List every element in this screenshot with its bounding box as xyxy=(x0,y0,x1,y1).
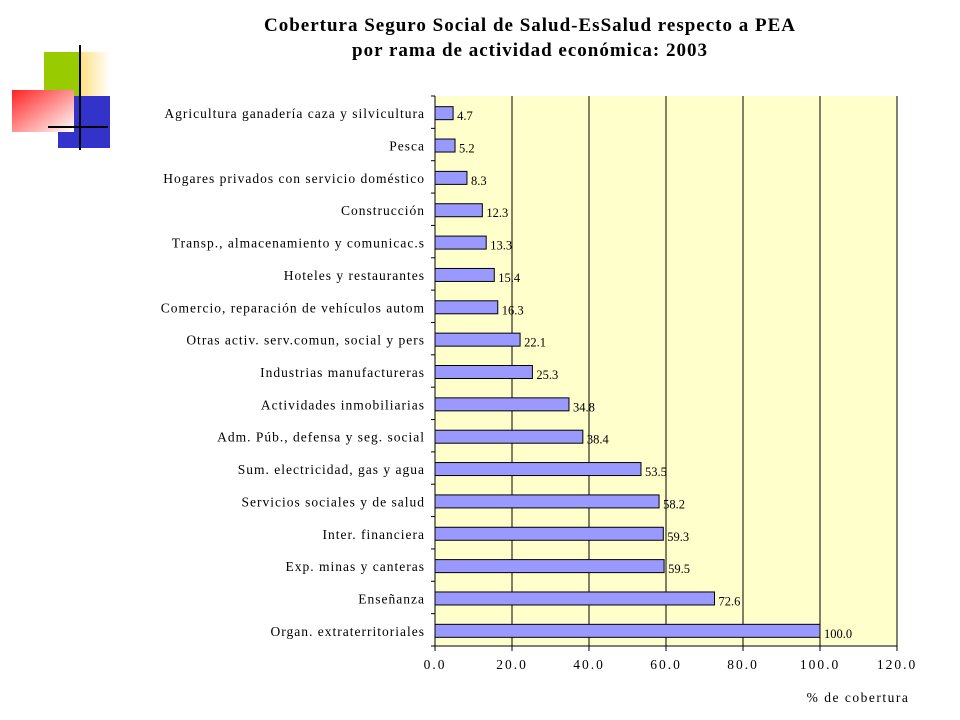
bar xyxy=(434,559,665,574)
category-label: Organ. extraterritoriales xyxy=(271,624,425,639)
bar xyxy=(434,267,495,282)
bar xyxy=(434,623,821,638)
axes xyxy=(431,95,898,651)
x-tick-label: 40.0 xyxy=(573,657,605,672)
data-label: 72.6 xyxy=(719,594,741,608)
data-label: 25.3 xyxy=(536,368,558,382)
bar xyxy=(434,203,483,218)
bar xyxy=(434,170,468,185)
category-label: Exp. minas y canteras xyxy=(286,559,425,574)
data-label: 38.4 xyxy=(587,433,610,447)
category-label: Servicios sociales y de salud xyxy=(242,494,425,509)
category-labels: Agricultura ganadería caza y silvicultur… xyxy=(161,106,425,639)
x-axis-title: % de cobertura xyxy=(807,690,910,705)
chart-title: Cobertura Seguro Social de Salud-EsSalud… xyxy=(264,15,796,36)
category-label: Agricultura ganadería caza y silvicultur… xyxy=(164,106,425,121)
x-tick-label: 120.0 xyxy=(877,657,917,672)
data-label: 13.3 xyxy=(490,239,512,253)
category-label: Industrias manufactureras xyxy=(260,365,425,380)
bar xyxy=(434,494,660,509)
data-label: 100.0 xyxy=(824,627,852,641)
category-label: Pesca xyxy=(389,139,425,154)
category-label: Hogares privados con servicio doméstico xyxy=(163,171,425,186)
category-label: Comercio, reparación de vehículos autom xyxy=(161,300,425,315)
x-tick-label: 60.0 xyxy=(650,657,682,672)
bar xyxy=(434,526,664,541)
category-label: Enseñanza xyxy=(358,591,425,606)
category-label: Hoteles y restaurantes xyxy=(284,268,425,283)
category-label: Inter. financiera xyxy=(323,527,425,542)
bar xyxy=(434,365,533,379)
bar xyxy=(434,235,487,250)
category-label: Otras activ. serv.comun, social y pers xyxy=(186,333,425,348)
data-labels: 4.7 5.2 8.3 12.3 13.3 15.4 16.3 22.1 25.3 34.8 38.… xyxy=(457,109,852,641)
x-tick-labels: 0.0 20.0 40.0 60.0 80.0 100.0 120.0 xyxy=(424,657,917,672)
bar xyxy=(434,300,499,315)
data-label: 4.7 xyxy=(457,109,473,123)
data-label: 8.3 xyxy=(471,174,487,188)
data-label: 59.3 xyxy=(667,530,689,544)
bar xyxy=(434,106,454,121)
bar xyxy=(434,332,521,347)
x-tick-label: 80.0 xyxy=(727,657,759,672)
x-tick-label: 100.0 xyxy=(800,657,840,672)
data-label: 16.3 xyxy=(502,303,524,317)
bar xyxy=(434,397,570,412)
category-label: Transp., almacenamiento y comunicac.s xyxy=(172,236,425,251)
data-label: 59.5 xyxy=(668,562,690,576)
category-label: Sum. electricidad, gas y agua xyxy=(238,462,425,477)
gridlines xyxy=(511,96,898,646)
chart-subtitle: por rama de actividad económica: 2003 xyxy=(352,40,708,61)
category-label: Actividades inmobiliarias xyxy=(261,397,425,412)
x-tick-label: 0.0 xyxy=(424,657,447,672)
data-label: 34.8 xyxy=(573,400,595,414)
decorative-logo xyxy=(12,45,110,150)
bar xyxy=(434,591,716,606)
bar xyxy=(434,462,642,477)
data-label: 5.2 xyxy=(459,142,475,156)
data-label: 22.1 xyxy=(524,336,546,350)
data-label: 58.2 xyxy=(663,497,685,511)
category-label: Adm. Púb., defensa y seg. social xyxy=(217,430,425,445)
bar xyxy=(434,429,584,444)
data-label: 53.5 xyxy=(645,465,667,479)
data-label: 12.3 xyxy=(486,206,508,220)
category-label: Construcción xyxy=(341,203,425,218)
bars xyxy=(434,106,821,638)
bar xyxy=(434,138,456,153)
x-tick-label: 20.0 xyxy=(496,657,528,672)
logo-red-square xyxy=(12,90,74,132)
data-label: 15.4 xyxy=(498,271,521,285)
